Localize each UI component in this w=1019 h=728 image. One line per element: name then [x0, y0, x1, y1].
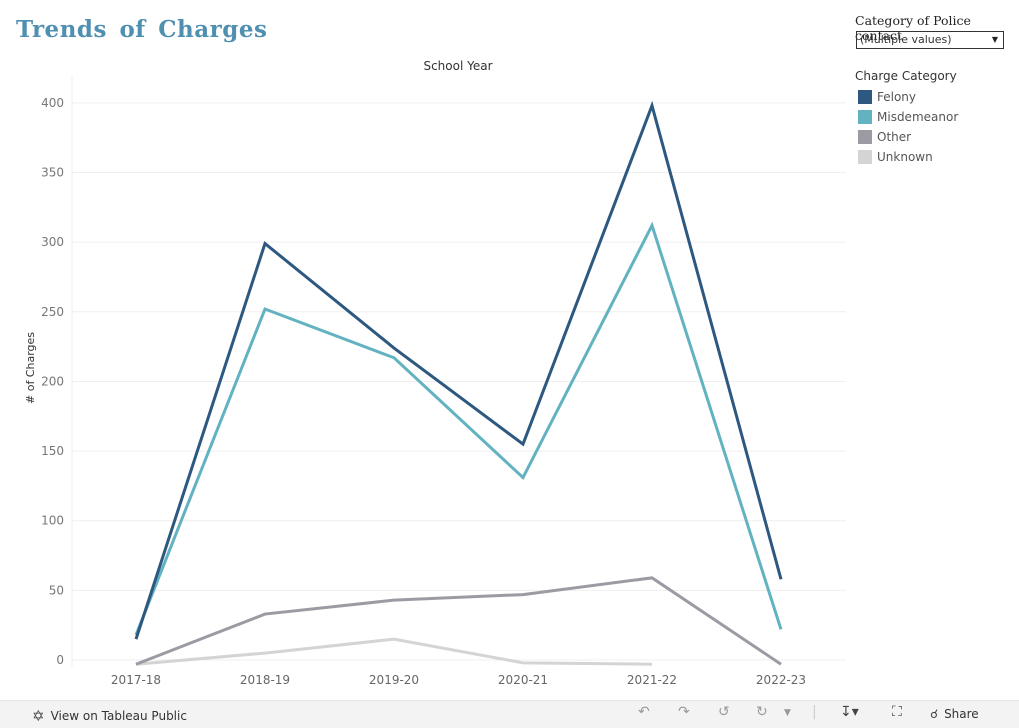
- share-icon: ☌: [930, 707, 939, 721]
- y-tick-label: 200: [41, 374, 64, 388]
- legend-swatch: [858, 90, 872, 104]
- revert-icon[interactable]: ↺: [718, 704, 730, 720]
- x-tick-label: 2021-22: [627, 673, 677, 687]
- y-tick-label: 100: [41, 514, 64, 528]
- download-icon[interactable]: ↧▾: [840, 704, 859, 720]
- series-line-unknown[interactable]: [135, 637, 653, 666]
- view-on-tableau-link[interactable]: ✡ View on Tableau Public: [32, 707, 187, 725]
- y-tick-label: 150: [41, 444, 64, 458]
- legend-swatch: [858, 130, 872, 144]
- legend-swatch: [858, 110, 872, 124]
- legend-label: Other: [877, 130, 912, 144]
- legend-label: Felony: [877, 90, 917, 104]
- y-tick-label: 250: [41, 305, 64, 319]
- tableau-logo-icon: ✡: [32, 707, 45, 725]
- legend-title: Charge Category: [855, 69, 957, 83]
- y-tick-label: 400: [41, 96, 64, 110]
- x-tick-label: 2019-20: [369, 673, 419, 687]
- view-on-tableau-label: View on Tableau Public: [50, 709, 187, 723]
- x-tick-label: 2022-23: [756, 673, 806, 687]
- series-line-other[interactable]: [135, 576, 782, 666]
- undo-icon[interactable]: ↶: [638, 704, 650, 720]
- legend-item-other[interactable]: Other: [858, 129, 911, 145]
- line-chart: School Year # of Charges 0 50 100 150 200 250…: [24, 59, 846, 687]
- chevron-down-icon[interactable]: ▼: [784, 708, 791, 718]
- y-tick-label: 50: [49, 583, 64, 597]
- y-tick-label: 300: [41, 235, 64, 249]
- toolbar-divider: |: [812, 704, 817, 720]
- chart-title: School Year: [423, 59, 492, 73]
- y-axis-label: # of Charges: [24, 332, 37, 404]
- x-tick-label: 2020-21: [498, 673, 548, 687]
- chevron-down-icon: ▼: [991, 35, 998, 44]
- y-tick-label: 350: [41, 166, 64, 180]
- legend-item-felony[interactable]: Felony: [858, 89, 916, 105]
- x-tick-label: 2017-18: [111, 673, 161, 687]
- share-label: Share: [944, 707, 979, 721]
- series-line-felony[interactable]: [134, 100, 783, 640]
- share-button[interactable]: ☌ Share: [930, 707, 979, 721]
- y-tick-label: 0: [56, 653, 64, 667]
- footer-toolbar: ✡ View on Tableau Public ↶ ↷ ↺ ↻ ▼ | ↧▾ …: [0, 700, 1019, 728]
- fullscreen-icon[interactable]: ⛶: [892, 704, 902, 720]
- legend-label: Unknown: [877, 150, 933, 164]
- page-title: Trends of Charges: [16, 16, 268, 43]
- series-line-misdemeanor[interactable]: [134, 221, 783, 636]
- legend-item-misdemeanor[interactable]: Misdemeanor: [858, 109, 958, 125]
- redo-icon[interactable]: ↷: [678, 704, 690, 720]
- dropdown-value: (Multiple values): [860, 33, 952, 46]
- x-tick-label: 2018-19: [240, 673, 290, 687]
- legend-label: Misdemeanor: [877, 110, 959, 124]
- refresh-icon[interactable]: ↻: [756, 704, 768, 720]
- police-contact-dropdown[interactable]: (Multiple values) ▼: [856, 31, 1004, 49]
- legend-swatch: [858, 150, 872, 164]
- legend-item-unknown[interactable]: Unknown: [858, 149, 933, 165]
